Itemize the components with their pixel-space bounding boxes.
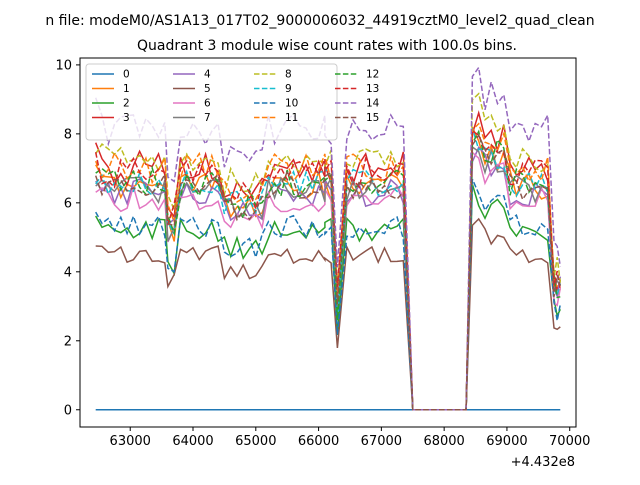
legend-label: 10: [285, 98, 298, 110]
legend-label: 3: [123, 112, 130, 124]
series-line-2: [95, 184, 561, 411]
y-tick-label: 10: [55, 58, 72, 73]
x-tick-label: 68000: [423, 434, 464, 449]
x-tick-label: 65000: [235, 434, 276, 449]
x-tick-label: 69000: [486, 434, 527, 449]
legend-label: 8: [285, 69, 292, 81]
y-tick-label: 4: [64, 265, 72, 280]
axes-frame: [79, 57, 577, 428]
x-offset-text: +4.432e8: [511, 455, 575, 470]
legend-label: 4: [204, 69, 211, 81]
x-tick-label: 63000: [110, 434, 151, 449]
x-tick-label: 70000: [549, 434, 590, 449]
y-axis: 0 2 4 6 8 10: [55, 58, 80, 418]
y-tick-label: 6: [64, 196, 72, 211]
legend-label: 6: [204, 98, 211, 110]
legend-label: 2: [123, 98, 130, 110]
x-axis: 63000 64000 65000 66000 67000 68000 69000 70000: [110, 427, 590, 449]
x-tick-label: 64000: [172, 434, 213, 449]
legend-label: 0: [123, 69, 130, 81]
figure-suptitle: n file: modeM0/AS1A13_017T02_9000006032_…: [45, 13, 594, 29]
legend-label: 15: [366, 112, 379, 124]
y-tick-label: 2: [64, 334, 72, 349]
series-line-13: [94, 129, 562, 411]
legend-label: 7: [204, 112, 211, 124]
legend-label: 1: [123, 83, 130, 95]
legend-label: 13: [366, 83, 379, 95]
x-tick-label: 66000: [298, 434, 339, 449]
legend-label: 14: [366, 98, 380, 110]
series-line-15: [94, 133, 562, 411]
x-tick-label: 67000: [361, 434, 402, 449]
series-line-14: [94, 65, 562, 411]
legend-box: [85, 63, 338, 141]
legend-label: 11: [285, 112, 298, 124]
y-tick-label: 0: [64, 403, 72, 418]
series-line-10: [95, 178, 562, 411]
series-line-5: [95, 217, 561, 411]
legend-label: 9: [285, 83, 292, 95]
legend-label: 12: [366, 69, 379, 81]
plot-lines: [94, 65, 562, 411]
series-line-8: [95, 92, 562, 411]
y-tick-label: 8: [64, 127, 72, 142]
chart-title: Quadrant 3 module wise count rates with …: [137, 38, 517, 54]
legend-label: 5: [204, 83, 211, 95]
